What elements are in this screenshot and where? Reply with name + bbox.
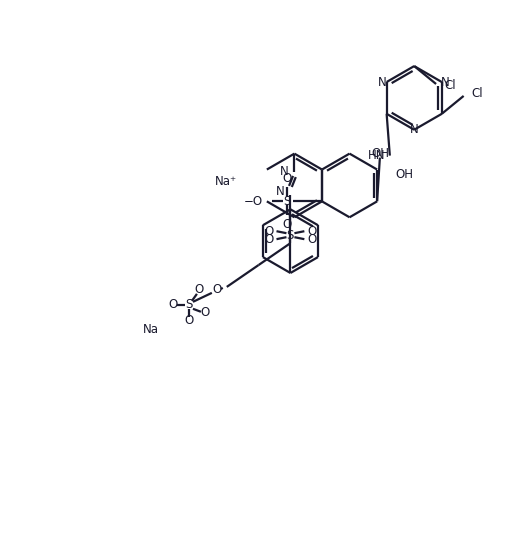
Text: O: O [200, 306, 209, 319]
Text: −O: −O [244, 195, 264, 208]
Text: O: O [308, 225, 317, 237]
Text: OH: OH [395, 168, 413, 181]
Text: O: O [168, 298, 178, 311]
Text: N: N [410, 123, 419, 136]
Text: O: O [212, 283, 221, 296]
Text: S: S [185, 298, 193, 311]
Text: N: N [280, 165, 288, 178]
Text: HN: HN [368, 149, 386, 162]
Text: O: O [184, 314, 194, 327]
Text: O: O [194, 283, 204, 296]
Text: Na⁺: Na⁺ [215, 175, 237, 188]
Text: O: O [308, 233, 317, 246]
Text: N: N [276, 185, 285, 198]
Text: O: O [282, 217, 292, 231]
Text: S: S [287, 229, 294, 242]
Text: Cl: Cl [472, 88, 483, 101]
Text: N: N [441, 76, 450, 89]
Text: Cl: Cl [444, 80, 456, 93]
Text: O: O [264, 233, 273, 246]
Text: O: O [264, 225, 273, 237]
Text: O: O [282, 172, 292, 185]
Text: OH: OH [371, 147, 389, 160]
Text: N: N [378, 76, 387, 89]
Text: S: S [284, 195, 291, 208]
Text: Na: Na [143, 323, 159, 336]
